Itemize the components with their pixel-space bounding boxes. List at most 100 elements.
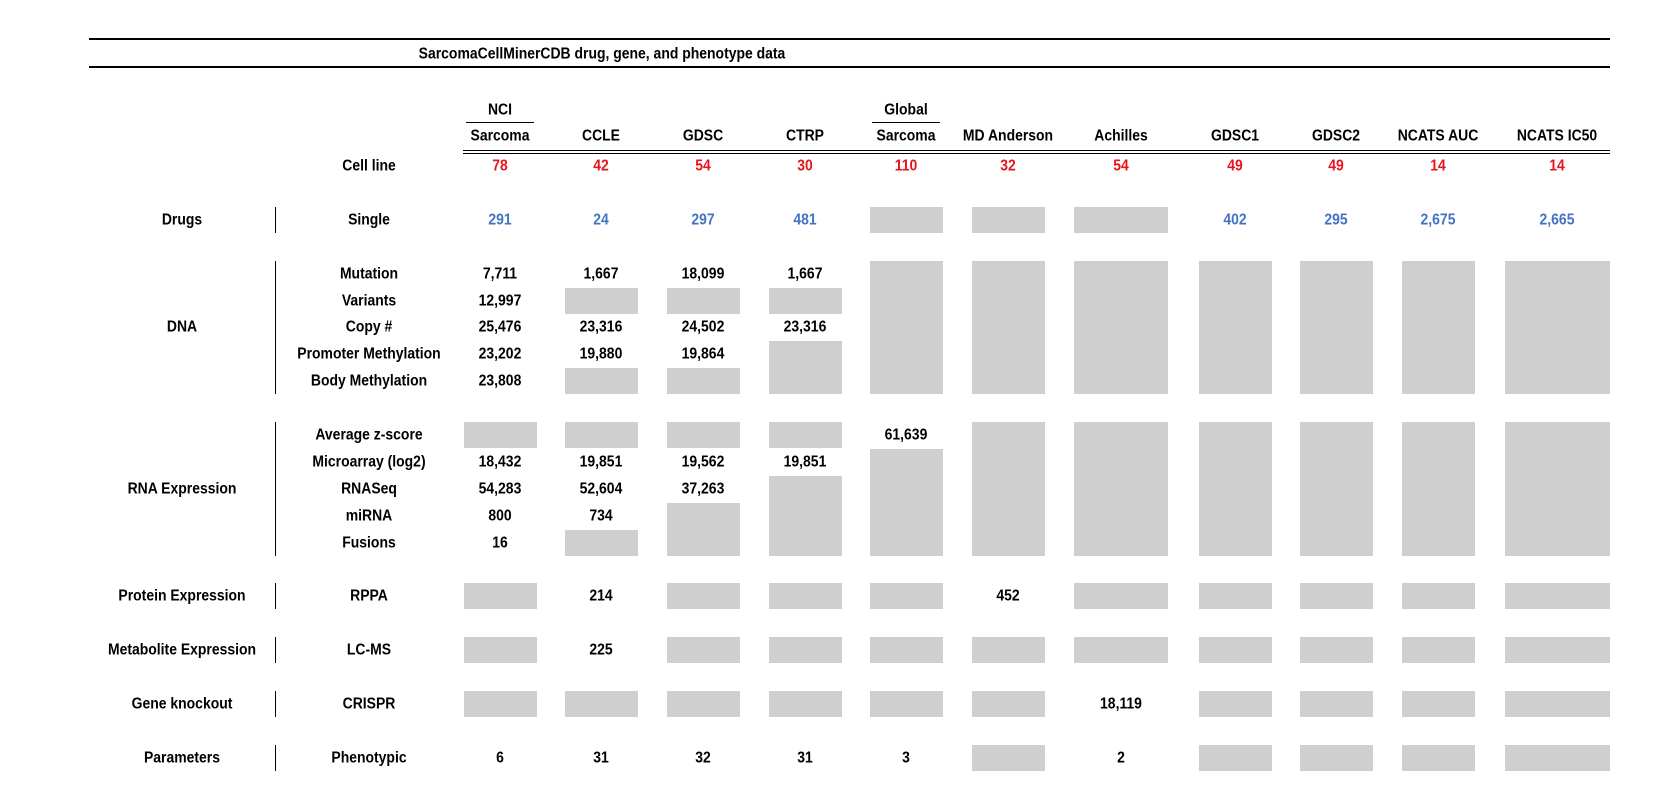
cell-count: 110: [894, 157, 918, 175]
empty-cell: [666, 368, 740, 395]
column-header: Sarcoma: [876, 127, 936, 145]
column-header: GDSC2: [1311, 127, 1361, 145]
row-label: LC-MS: [346, 641, 392, 659]
cell-value: 23,316: [783, 318, 827, 336]
empty-cell: [1401, 260, 1475, 395]
header-underline: [872, 122, 940, 123]
empty-cell: [463, 422, 537, 448]
group-bar: [275, 744, 276, 771]
empty-cell: [869, 583, 943, 610]
cell-value: 6: [496, 749, 504, 767]
rule: [89, 38, 1610, 40]
empty-cell: [768, 637, 842, 664]
cell-value: 402: [1223, 211, 1247, 229]
header-underline: [466, 122, 534, 123]
empty-cell: [1074, 422, 1168, 556]
cell-value: 2: [1117, 749, 1125, 767]
empty-cell: [1504, 583, 1610, 610]
row-label: Phenotypic: [331, 749, 407, 767]
cell-value: 18,119: [1100, 695, 1142, 713]
rule: [463, 150, 1610, 151]
cell-count: 32: [1000, 157, 1016, 175]
empty-cell: [463, 583, 537, 610]
cell-count: 54: [1113, 157, 1129, 175]
column-header: CCLE: [582, 127, 620, 145]
empty-cell: [869, 691, 943, 717]
cell-count: 78: [492, 157, 508, 175]
empty-cell: [463, 691, 537, 717]
cell-value: 54,283: [478, 480, 522, 498]
row-label: RNASeq: [341, 480, 397, 498]
cell-count: 49: [1227, 157, 1243, 175]
column-header: MD Anderson: [962, 127, 1054, 145]
empty-cell: [666, 502, 740, 556]
empty-cell: [971, 744, 1045, 771]
row-label: Mutation: [339, 264, 399, 282]
empty-cell: [1299, 691, 1373, 717]
empty-cell: [768, 287, 842, 314]
empty-cell: [869, 448, 943, 556]
cell-value: 3: [902, 749, 910, 767]
cell-value: 734: [589, 506, 613, 524]
cell-value: 32: [695, 749, 711, 767]
empty-cell: [1504, 637, 1610, 664]
cell-value: 225: [589, 641, 613, 659]
cell-count: 49: [1328, 157, 1344, 175]
row-label: Promoter Methylation: [297, 345, 441, 363]
empty-cell: [564, 422, 638, 448]
empty-cell: [768, 422, 842, 448]
empty-cell: [768, 341, 842, 395]
cell-count: 14: [1430, 157, 1446, 175]
row-label: Copy #: [345, 318, 393, 336]
cell-value: 19,864: [681, 345, 725, 363]
cell-value: 452: [996, 587, 1020, 605]
row-label: Variants: [341, 291, 397, 309]
empty-cell: [1504, 744, 1610, 771]
empty-cell: [1074, 583, 1168, 610]
empty-cell: [564, 368, 638, 395]
cell-value: 61,639: [884, 426, 928, 444]
cell-value: 1,667: [583, 264, 619, 282]
row-label: Cell line: [342, 157, 396, 175]
empty-cell: [1401, 422, 1475, 556]
cell-count: 30: [797, 157, 813, 175]
empty-cell: [1401, 583, 1475, 610]
column-header: CTRP: [786, 127, 824, 145]
empty-cell: [1074, 206, 1168, 233]
cell-value: 2,675: [1420, 211, 1456, 229]
row-label: RPPA: [350, 587, 388, 605]
column-header: NCI: [487, 101, 513, 119]
empty-cell: [971, 637, 1045, 664]
cell-value: 24,502: [681, 318, 725, 336]
cell-count: 42: [593, 157, 609, 175]
empty-cell: [1198, 691, 1272, 717]
empty-cell: [666, 637, 740, 664]
group-label: Parameters: [143, 749, 221, 767]
cell-count: 54: [695, 157, 711, 175]
column-header: Achilles: [1094, 127, 1148, 145]
empty-cell: [1198, 422, 1272, 556]
empty-cell: [1401, 637, 1475, 664]
empty-cell: [1198, 583, 1272, 610]
row-label: Single: [348, 211, 390, 229]
empty-cell: [1401, 744, 1475, 771]
cell-value: 52,604: [579, 480, 623, 498]
empty-cell: [768, 583, 842, 610]
rule: [89, 66, 1610, 68]
table-title: SarcomaCellMinerCDB drug, gene, and phen…: [418, 45, 786, 63]
group-label: DNA: [166, 318, 198, 336]
cell-value: 19,880: [579, 345, 623, 363]
empty-cell: [564, 287, 638, 314]
group-bar: [275, 260, 276, 395]
column-header: GDSC: [682, 127, 724, 145]
empty-cell: [1504, 691, 1610, 717]
empty-cell: [1074, 637, 1168, 664]
empty-cell: [1299, 637, 1373, 664]
row-label: miRNA: [345, 506, 393, 524]
empty-cell: [971, 691, 1045, 717]
cell-value: 18,099: [681, 264, 725, 282]
cell-value: 23,202: [478, 345, 522, 363]
empty-cell: [971, 206, 1045, 233]
empty-cell: [666, 583, 740, 610]
empty-cell: [463, 637, 537, 664]
